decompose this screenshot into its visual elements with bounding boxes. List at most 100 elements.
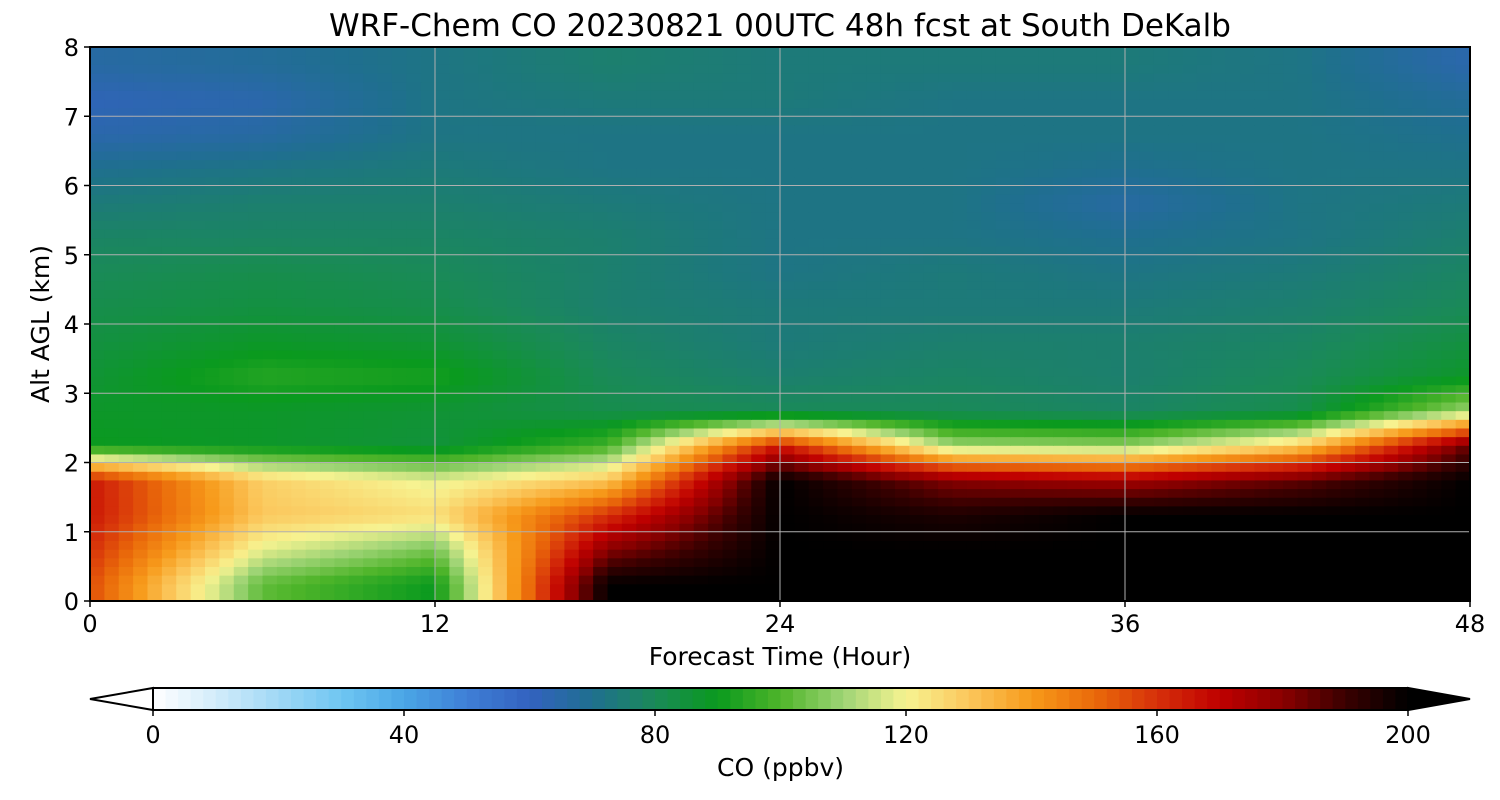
heatmap-cell bbox=[636, 471, 652, 481]
heatmap-cell bbox=[808, 185, 824, 195]
heatmap-cell bbox=[794, 592, 810, 602]
heatmap-cell bbox=[679, 393, 695, 403]
heatmap-cell bbox=[219, 332, 235, 342]
heatmap-cell bbox=[205, 453, 220, 464]
heatmap-cell bbox=[435, 462, 450, 472]
heatmap-cell bbox=[621, 471, 637, 481]
heatmap-cell bbox=[1455, 254, 1471, 265]
heatmap-cell bbox=[1311, 185, 1327, 195]
heatmap-cell bbox=[794, 410, 810, 420]
heatmap-cell bbox=[391, 488, 407, 498]
heatmap-cell bbox=[1297, 419, 1313, 429]
heatmap-cell bbox=[1340, 315, 1356, 325]
heatmap-cell bbox=[1182, 280, 1198, 290]
heatmap-cell bbox=[636, 592, 652, 602]
heatmap-cell bbox=[1311, 280, 1327, 290]
heatmap-cell bbox=[463, 375, 479, 386]
heatmap-cell bbox=[780, 194, 795, 204]
heatmap-cell bbox=[190, 159, 206, 169]
heatmap-cell bbox=[1024, 324, 1040, 334]
heatmap-cell bbox=[1225, 557, 1241, 567]
heatmap-cell bbox=[320, 410, 335, 420]
heatmap-cell bbox=[550, 159, 565, 169]
heatmap-cell bbox=[794, 375, 810, 386]
heatmap-cell bbox=[880, 220, 896, 230]
heatmap-cell bbox=[1297, 471, 1313, 481]
heatmap-cell bbox=[837, 514, 853, 524]
heatmap-cell bbox=[837, 349, 853, 360]
heatmap-cell bbox=[1010, 254, 1025, 265]
heatmap-cell bbox=[1383, 176, 1399, 187]
heatmap-cell bbox=[1196, 298, 1212, 308]
heatmap-cell bbox=[1412, 358, 1428, 368]
heatmap-cell bbox=[1168, 427, 1184, 438]
heatmap-cell bbox=[895, 228, 910, 239]
heatmap-cell bbox=[506, 332, 522, 342]
heatmap-cell bbox=[147, 375, 163, 386]
heatmap-cell bbox=[909, 410, 925, 420]
heatmap-cell bbox=[1383, 419, 1399, 429]
heatmap-cell bbox=[794, 453, 810, 464]
heatmap-cell bbox=[607, 393, 623, 403]
heatmap-cell bbox=[535, 384, 551, 394]
heatmap-cell bbox=[1412, 220, 1428, 230]
heatmap-cell bbox=[334, 367, 350, 377]
heatmap-cell bbox=[650, 471, 666, 481]
heatmap-cell bbox=[823, 289, 839, 299]
heatmap-cell bbox=[1081, 531, 1097, 542]
heatmap-cell bbox=[837, 306, 853, 316]
heatmap-cell bbox=[1038, 566, 1054, 576]
heatmap-cell bbox=[837, 176, 853, 187]
heatmap-cell bbox=[233, 523, 249, 533]
heatmap-cell bbox=[1053, 349, 1069, 360]
heatmap-cell bbox=[1355, 298, 1370, 308]
heatmap-cell bbox=[1153, 159, 1169, 169]
heatmap-cell bbox=[1340, 306, 1356, 316]
heatmap-cell bbox=[305, 583, 321, 593]
heatmap-cell bbox=[248, 453, 264, 464]
heatmap-cell bbox=[348, 566, 364, 576]
heatmap-cell bbox=[866, 306, 882, 316]
heatmap-cell bbox=[420, 479, 436, 490]
heatmap-cell bbox=[377, 393, 393, 403]
heatmap-cell bbox=[190, 289, 206, 299]
heatmap-cell bbox=[621, 488, 637, 498]
heatmap-cell bbox=[334, 341, 350, 351]
heatmap-cell bbox=[1211, 514, 1227, 524]
heatmap-cell bbox=[492, 194, 508, 204]
heatmap-cell bbox=[650, 523, 666, 533]
heatmap-cell bbox=[1053, 367, 1069, 377]
heatmap-cell bbox=[363, 211, 379, 221]
heatmap-cell bbox=[1153, 254, 1169, 265]
heatmap-cell bbox=[837, 263, 853, 273]
heatmap-cell bbox=[1283, 159, 1299, 169]
heatmap-cell bbox=[636, 263, 652, 273]
heatmap-cell bbox=[708, 375, 724, 386]
heatmap-cell bbox=[1225, 583, 1241, 593]
heatmap-cell bbox=[780, 540, 795, 550]
heatmap-cell bbox=[506, 531, 522, 542]
heatmap-cell bbox=[1096, 315, 1112, 325]
heatmap-cell bbox=[1441, 176, 1457, 187]
heatmap-cell bbox=[1340, 176, 1356, 187]
heatmap-cell bbox=[880, 263, 896, 273]
heatmap-cell bbox=[1110, 228, 1126, 239]
heatmap-cell bbox=[1081, 202, 1097, 213]
heatmap-cell bbox=[104, 367, 120, 377]
heatmap-cell bbox=[1283, 445, 1299, 455]
heatmap-cell bbox=[837, 540, 853, 550]
heatmap-cell bbox=[593, 479, 609, 490]
heatmap-cell bbox=[995, 384, 1011, 394]
heatmap-cell bbox=[938, 436, 954, 446]
heatmap-cell bbox=[348, 341, 364, 351]
heatmap-cell bbox=[895, 471, 910, 481]
heatmap-cell bbox=[90, 479, 105, 490]
heatmap-cell bbox=[621, 367, 637, 377]
heatmap-cell bbox=[780, 566, 795, 576]
heatmap-cell bbox=[90, 531, 105, 542]
heatmap-cell bbox=[406, 228, 422, 239]
heatmap-cell bbox=[550, 315, 565, 325]
heatmap-cell bbox=[823, 531, 839, 542]
heatmap-cell bbox=[1426, 531, 1442, 542]
heatmap-cell bbox=[1196, 566, 1212, 576]
